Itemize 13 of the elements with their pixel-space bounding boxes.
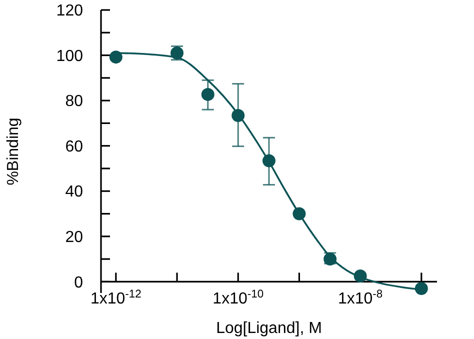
y-axis-title: %Binding [5,118,22,186]
y-tick-label: 120 [56,2,84,20]
point [201,88,214,101]
x-tick-label: 1x10$^{-12}$ [90,288,142,308]
y-tick-label: 60 [65,138,84,156]
y-tick-label: 80 [65,93,84,110]
y-tick-label: 40 [65,184,84,201]
y-tick-label: 0 [74,274,84,292]
x-tick-label: 1x10$^{-10}$ [212,288,264,308]
x-tick-label: 1x10$^{-8}$ [338,288,383,308]
y-tick-label: 100 [56,48,84,65]
x-axis-title: Log[Ligand], M [216,320,322,337]
y-tick-label: 20 [65,229,84,246]
